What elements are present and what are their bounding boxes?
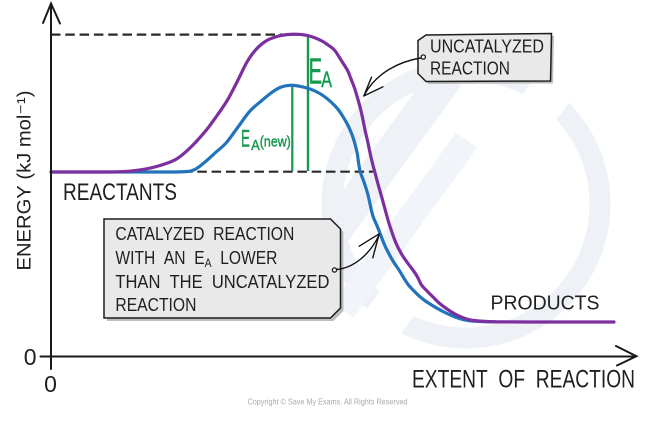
svg-text:THAN THE UNCATALYZED: THAN THE UNCATALYZED [115,272,329,292]
svg-text:REACTANTS: REACTANTS [63,179,177,206]
svg-text:CATALYZED REACTION: CATALYZED REACTION [115,224,294,244]
svg-text:0: 0 [24,344,37,370]
svg-text:REACTION: REACTION [115,295,196,315]
svg-text:ENERGY (kJ mol⁻¹): ENERGY (kJ mol⁻¹) [14,90,36,270]
svg-text:PRODUCTS: PRODUCTS [491,293,600,315]
svg-text:0: 0 [44,371,57,397]
svg-text:REACTION: REACTION [430,59,510,79]
svg-text:(new): (new) [260,134,291,151]
svg-text:E: E [241,126,250,153]
svg-text:A: A [321,67,332,92]
svg-text:WITH AN EA LOWER: WITH AN EA LOWER [115,248,277,270]
svg-text:EXTENT OF REACTION: EXTENT OF REACTION [412,366,635,394]
svg-text:UNCATALYZED: UNCATALYZED [430,37,544,57]
svg-text:E: E [309,51,323,92]
svg-text:Copyright © Save My Exams. All: Copyright © Save My Exams. All Rights Re… [248,398,408,407]
svg-text:A: A [251,137,260,154]
